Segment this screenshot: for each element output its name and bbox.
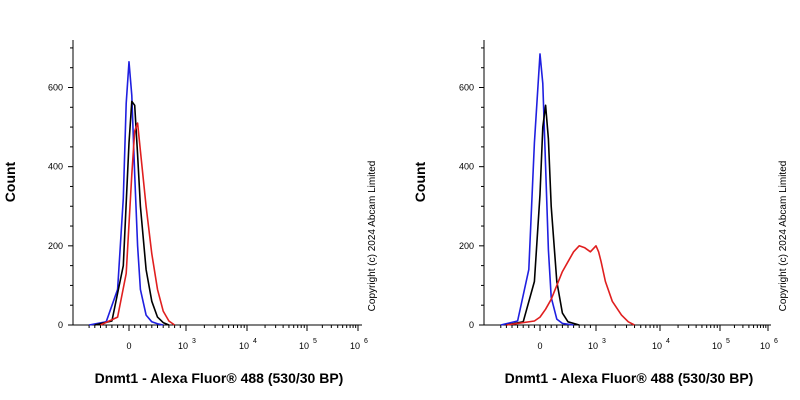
copyright-text: Copyright (c) 2024 Abcam Limited (367, 161, 378, 312)
x-tick-label: 0 (537, 341, 542, 351)
x-axis-title: Dnmt1 - Alexa Fluor® 488 (530/30 BP) (95, 370, 344, 386)
x-tick-exponent: 6 (364, 338, 368, 345)
copyright-text: Copyright (c) 2024 Abcam Limited (778, 161, 789, 312)
x-tick-exponent: 6 (774, 338, 778, 345)
x-tick-label: 0 (126, 341, 131, 351)
x-tick-exponent: 4 (253, 338, 257, 345)
x-tick-label: 10 (299, 341, 309, 351)
y-tick-label: 200 (459, 241, 474, 251)
series-line-black (94, 100, 170, 326)
series-line-red (100, 122, 176, 326)
x-tick-exponent: 3 (192, 338, 196, 345)
y-tick-label: 0 (58, 320, 63, 330)
series-line-blue (88, 60, 164, 326)
x-tick-label: 10 (712, 341, 722, 351)
x-tick-label: 10 (178, 341, 188, 351)
y-tick-label: 400 (459, 162, 474, 172)
y-tick-label: 600 (48, 83, 63, 93)
x-tick-label: 10 (652, 341, 662, 351)
x-tick-exponent: 3 (602, 338, 606, 345)
y-tick-label: 400 (48, 162, 63, 172)
x-tick-exponent: 4 (666, 338, 670, 345)
y-axis-title: Count (2, 161, 18, 202)
x-axis-title: Dnmt1 - Alexa Fluor® 488 (530/30 BP) (505, 370, 754, 386)
series-line-black (506, 104, 580, 326)
y-tick-label: 0 (469, 320, 474, 330)
histogram-panel-right: 0 200 400 600 0 10 3 10 4 10 5 10 6 Count Dnmt1 - Alex… (412, 40, 789, 386)
series-line-red (506, 245, 635, 326)
x-tick-label: 10 (760, 341, 770, 351)
x-tick-exponent: 5 (313, 338, 317, 345)
x-tick-exponent: 5 (726, 338, 730, 345)
y-tick-label: 200 (48, 241, 63, 251)
y-axis-title: Count (412, 161, 428, 202)
x-tick-label: 10 (588, 341, 598, 351)
x-tick-label: 10 (350, 341, 360, 351)
histogram-panel-left: 0 200 400 600 0 10 3 10 4 10 5 10 6 Count Dnmt1 - Alex… (2, 40, 378, 386)
series-line-blue (500, 53, 574, 326)
y-tick-label: 600 (459, 83, 474, 93)
x-tick-label: 10 (239, 341, 249, 351)
